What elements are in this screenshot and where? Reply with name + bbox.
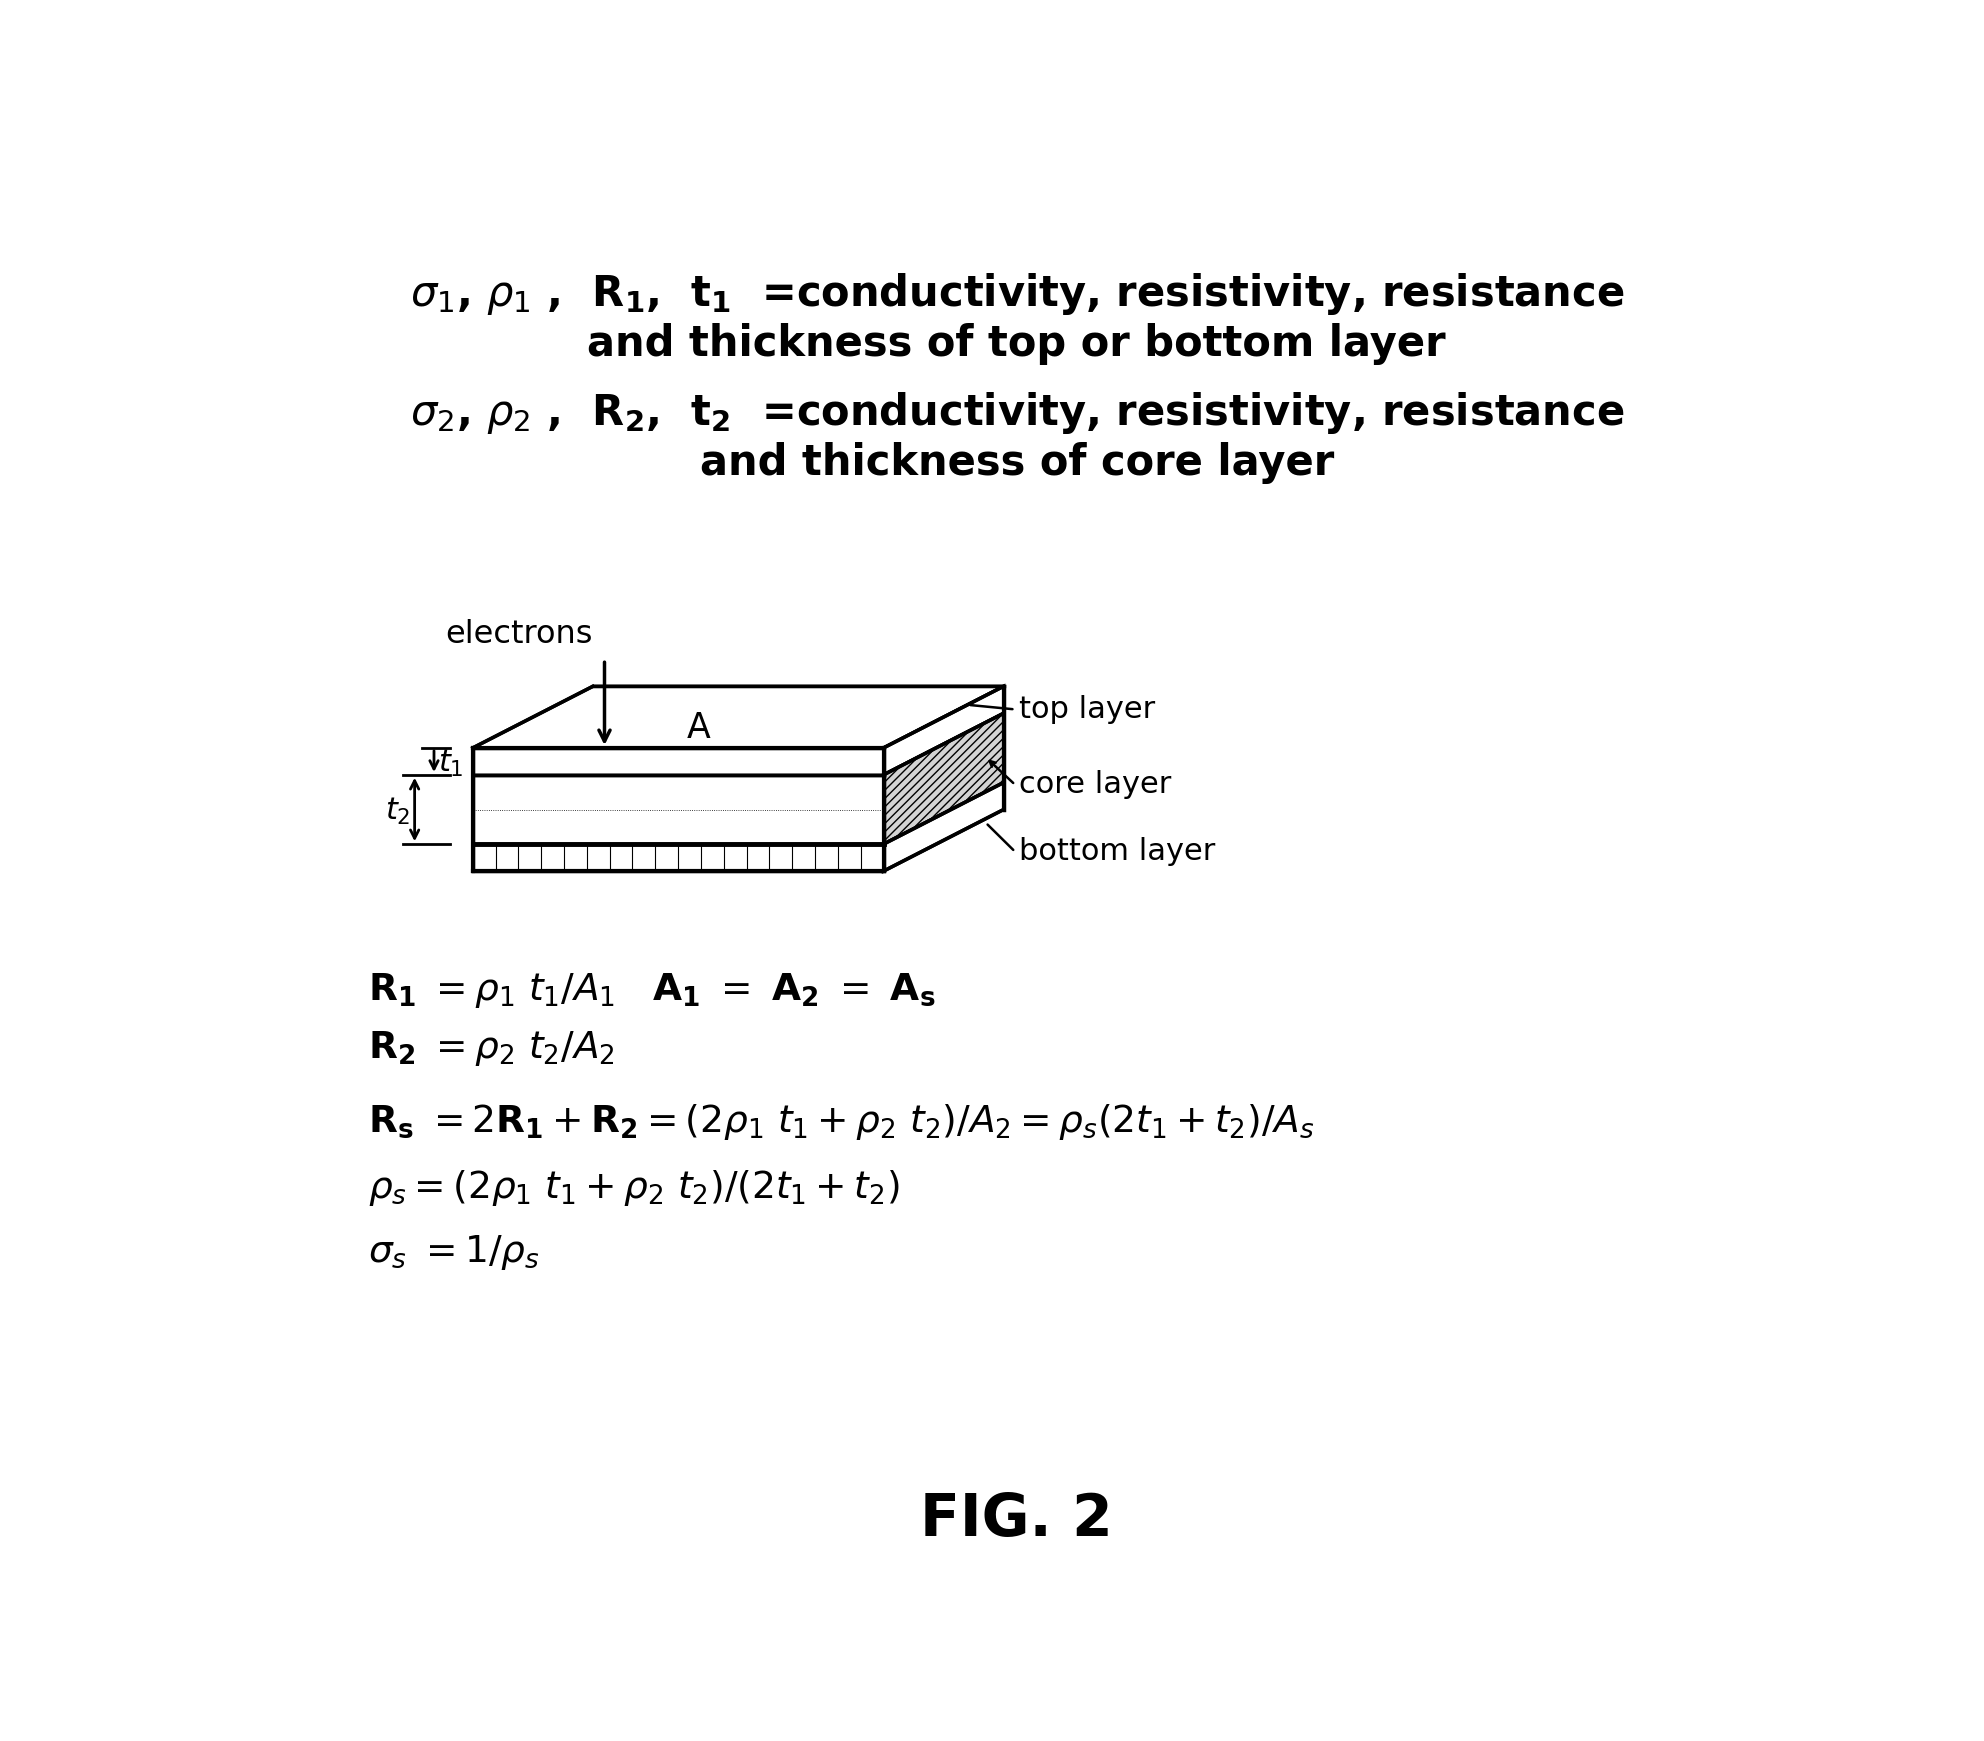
Text: core layer: core layer (1020, 770, 1171, 799)
Text: $\sigma_2$, $\rho_2$ ,  $\bf{R_2}$,  $\bf{t_2}$  =conductivity, resistivity, res: $\sigma_2$, $\rho_2$ , $\bf{R_2}$, $\bf{… (409, 390, 1625, 435)
Text: FIG. 2: FIG. 2 (921, 1490, 1113, 1548)
Polygon shape (472, 749, 883, 775)
Text: $\mathbf{R_s}$ $= 2\mathbf{R_1} + \mathbf{R_2} = (2\rho_1\ t_1 + \rho_2\ t_2)/A_: $\mathbf{R_s}$ $= 2\mathbf{R_1} + \mathb… (369, 1102, 1315, 1142)
Text: $\sigma_s$ $= 1/\rho_s$: $\sigma_s$ $= 1/\rho_s$ (369, 1233, 540, 1273)
Polygon shape (883, 686, 1004, 775)
Text: $t_2$: $t_2$ (385, 796, 411, 827)
Text: bottom layer: bottom layer (1020, 837, 1216, 867)
Text: $\mathbf{R_2}$ $= \rho_2\ t_2/A_2$: $\mathbf{R_2}$ $= \rho_2\ t_2/A_2$ (369, 1029, 615, 1067)
Polygon shape (883, 714, 1004, 844)
Text: and thickness of core layer: and thickness of core layer (700, 442, 1333, 484)
Polygon shape (472, 686, 1004, 749)
Polygon shape (472, 844, 883, 870)
Text: $\sigma_1$, $\rho_1$ ,  $\bf{R_1}$,  $\bf{t_1}$  =conductivity, resistivity, res: $\sigma_1$, $\rho_1$ , $\bf{R_1}$, $\bf{… (409, 270, 1625, 317)
Polygon shape (883, 782, 1004, 870)
Text: A: A (686, 710, 710, 745)
Polygon shape (472, 775, 883, 844)
Text: electrons: electrons (444, 620, 593, 649)
Text: top layer: top layer (1020, 695, 1155, 724)
Text: $t_1$: $t_1$ (438, 749, 464, 780)
Text: $\rho_s = (2\rho_1\ t_1 + \rho_2\ t_2)/(2t_1 + t_2)$: $\rho_s = (2\rho_1\ t_1 + \rho_2\ t_2)/(… (369, 1168, 899, 1208)
Text: and thickness of top or bottom layer: and thickness of top or bottom layer (587, 322, 1446, 366)
Text: $\mathbf{R_1}$ $= \rho_1\ t_1/A_1$   $\mathbf{A_1}$ $=$ $\mathbf{A_2}$ $=$ $\mat: $\mathbf{R_1}$ $= \rho_1\ t_1/A_1$ $\mat… (369, 971, 936, 1010)
